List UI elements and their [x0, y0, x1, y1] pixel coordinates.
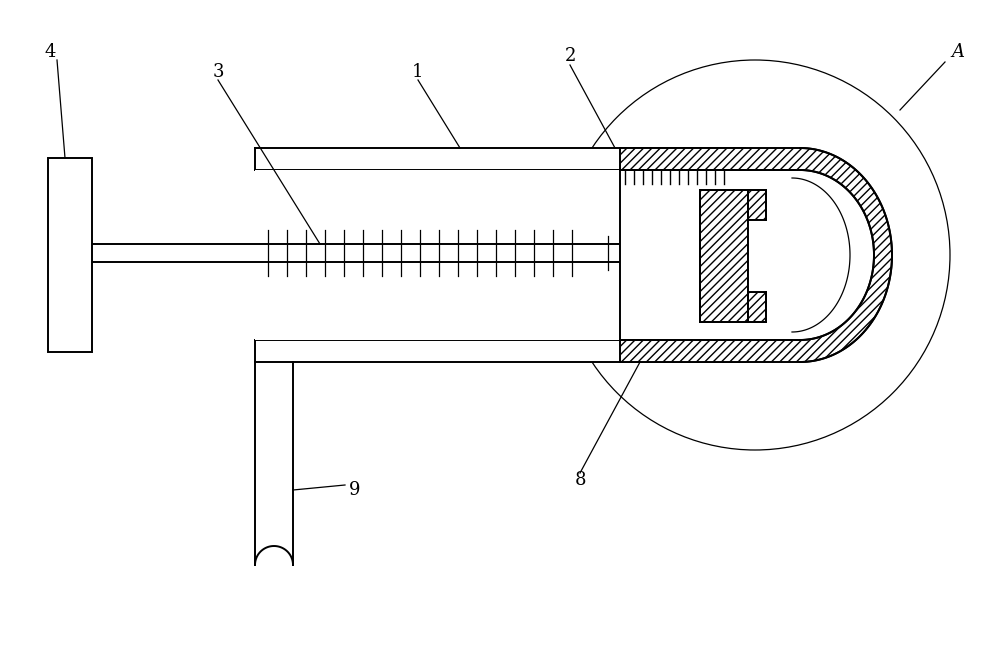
Bar: [620, 148, 800, 170]
Text: 4: 4: [44, 43, 56, 61]
Text: 2: 2: [564, 47, 576, 65]
Text: 8: 8: [574, 471, 586, 489]
Bar: [255, 340, 745, 362]
Text: 3: 3: [212, 63, 224, 81]
Bar: [620, 340, 800, 362]
Bar: [255, 170, 745, 340]
Polygon shape: [800, 148, 892, 362]
Bar: [748, 190, 766, 220]
Polygon shape: [620, 170, 874, 340]
Bar: [255, 148, 745, 170]
Bar: [748, 292, 766, 322]
Bar: [48, 158, 92, 352]
Bar: [748, 220, 766, 292]
Text: 9: 9: [349, 481, 361, 499]
Text: 1: 1: [412, 63, 424, 81]
Text: A: A: [952, 43, 964, 61]
Bar: [700, 190, 748, 322]
